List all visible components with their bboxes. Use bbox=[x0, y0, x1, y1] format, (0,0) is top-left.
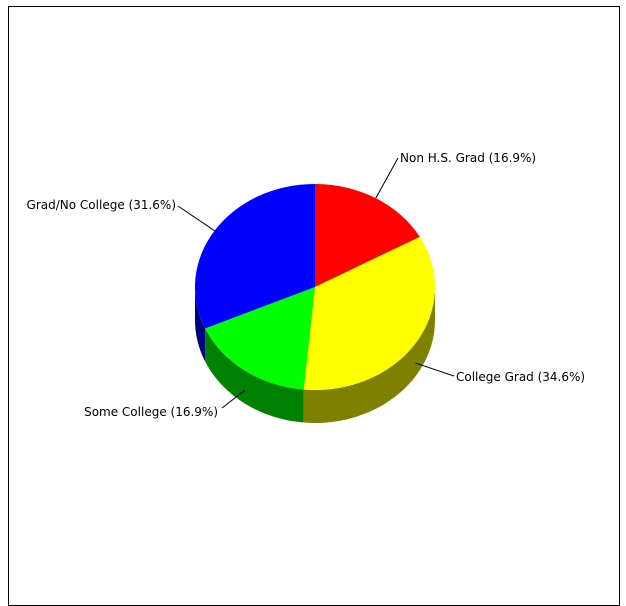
pie-sides bbox=[195, 287, 436, 423]
pie-side-grad-no-college bbox=[195, 287, 206, 362]
pie-side-some-college bbox=[205, 328, 304, 423]
leader-line-some-college bbox=[221, 389, 246, 409]
slice-label-non-hs-grad: Non H.S. Grad (16.9%) bbox=[400, 151, 536, 165]
leader-line-grad-no-college bbox=[177, 205, 215, 232]
pie-slice-college-grad bbox=[303, 236, 436, 390]
label-leaders bbox=[177, 157, 455, 409]
pie-side-college-grad bbox=[303, 287, 436, 423]
pie-slice-some-college bbox=[205, 287, 315, 390]
slice-labels: Non H.S. Grad (16.9%) College Grad (34.6… bbox=[27, 151, 586, 419]
slice-label-college-grad: College Grad (34.6%) bbox=[456, 370, 585, 384]
pie-slice-grad-no-college bbox=[195, 184, 315, 329]
pie-slice-non-hs-grad bbox=[315, 184, 420, 287]
pie-chart: Non H.S. Grad (16.9%) College Grad (34.6… bbox=[27, 151, 586, 423]
slice-label-some-college: Some College (16.9%) bbox=[84, 405, 218, 419]
leader-line-college-grad bbox=[415, 362, 455, 377]
leader-line-non-hs-grad bbox=[375, 157, 399, 199]
pie-slices bbox=[195, 184, 436, 390]
slice-label-grad-no-college: Grad/No College (31.6%) bbox=[27, 198, 176, 212]
